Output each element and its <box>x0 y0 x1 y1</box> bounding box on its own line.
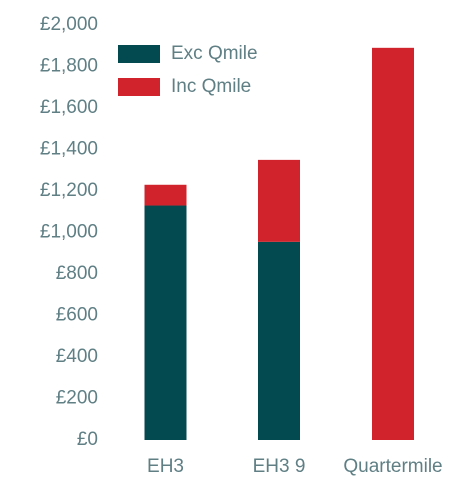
y-tick-label: £2,000 <box>40 14 98 35</box>
legend-label: Exc Qmile <box>171 43 258 64</box>
y-tick-label: £1,800 <box>40 56 98 77</box>
y-tick-label: £1,000 <box>40 222 98 243</box>
x-tick-label: Quartermile <box>343 456 442 477</box>
bar-segment <box>258 159 300 242</box>
y-tick-label: £1,400 <box>40 139 98 160</box>
x-tick-label: EH3 9 <box>253 456 306 477</box>
y-tick-label: £1,600 <box>40 97 98 118</box>
x-tick-label: EH3 <box>147 456 184 477</box>
y-tick-label: £400 <box>56 346 98 367</box>
legend-swatch <box>118 78 160 96</box>
bar-segment <box>372 47 414 440</box>
bar-segment <box>144 205 187 440</box>
y-tick-label: £200 <box>56 388 98 409</box>
y-tick-label: £600 <box>56 305 98 326</box>
legend-label: Inc Qmile <box>171 76 251 97</box>
y-tick-label: £800 <box>56 263 98 284</box>
y-tick-label: £0 <box>77 429 98 450</box>
y-tick-label: £1,200 <box>40 180 98 201</box>
bar-segment <box>144 184 187 206</box>
bar-segment <box>258 241 300 440</box>
legend-swatch <box>118 45 160 63</box>
